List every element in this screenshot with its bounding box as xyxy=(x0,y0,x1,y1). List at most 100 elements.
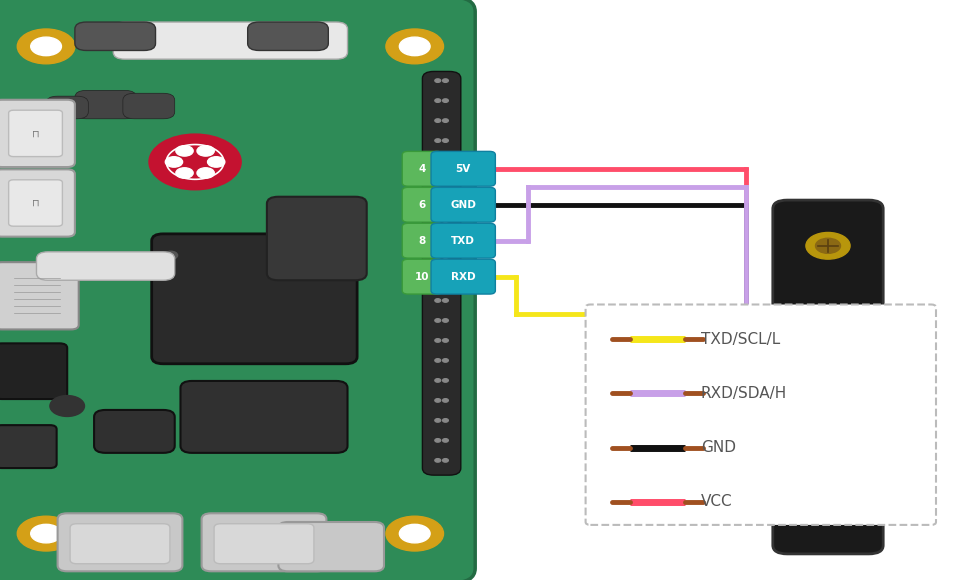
Circle shape xyxy=(164,251,178,259)
FancyBboxPatch shape xyxy=(94,410,175,453)
FancyBboxPatch shape xyxy=(9,110,62,157)
Circle shape xyxy=(443,398,448,402)
Circle shape xyxy=(435,259,441,262)
Circle shape xyxy=(435,99,441,102)
Text: GND: GND xyxy=(701,440,735,455)
FancyBboxPatch shape xyxy=(431,187,495,222)
FancyBboxPatch shape xyxy=(0,100,75,167)
Circle shape xyxy=(165,157,182,167)
Circle shape xyxy=(399,524,430,543)
Circle shape xyxy=(185,156,204,168)
Circle shape xyxy=(443,179,448,182)
Circle shape xyxy=(386,29,444,64)
Text: 6: 6 xyxy=(419,200,426,210)
Circle shape xyxy=(435,379,441,382)
Circle shape xyxy=(443,139,448,142)
Circle shape xyxy=(435,239,441,242)
Circle shape xyxy=(435,358,441,362)
Circle shape xyxy=(443,299,448,302)
FancyBboxPatch shape xyxy=(75,22,156,50)
FancyBboxPatch shape xyxy=(747,367,789,378)
FancyBboxPatch shape xyxy=(747,390,789,400)
Circle shape xyxy=(443,319,448,322)
FancyBboxPatch shape xyxy=(75,90,136,119)
Circle shape xyxy=(17,516,75,551)
FancyBboxPatch shape xyxy=(180,381,348,453)
FancyBboxPatch shape xyxy=(431,259,495,294)
FancyBboxPatch shape xyxy=(152,234,357,364)
Circle shape xyxy=(207,157,225,167)
Text: TXD/SCL/L: TXD/SCL/L xyxy=(701,332,780,347)
Text: 10: 10 xyxy=(415,271,430,282)
FancyBboxPatch shape xyxy=(747,412,789,422)
Circle shape xyxy=(443,219,448,222)
Circle shape xyxy=(443,79,448,82)
Circle shape xyxy=(435,398,441,402)
Circle shape xyxy=(386,516,444,551)
Circle shape xyxy=(435,299,441,302)
Circle shape xyxy=(443,99,448,102)
Circle shape xyxy=(197,146,214,156)
Text: 8: 8 xyxy=(419,235,426,246)
Circle shape xyxy=(31,524,61,543)
FancyBboxPatch shape xyxy=(431,223,495,258)
FancyBboxPatch shape xyxy=(0,0,475,580)
FancyBboxPatch shape xyxy=(422,71,461,475)
Circle shape xyxy=(435,179,441,182)
FancyBboxPatch shape xyxy=(70,524,170,564)
FancyBboxPatch shape xyxy=(46,96,88,119)
Text: VCC: VCC xyxy=(701,494,732,509)
FancyBboxPatch shape xyxy=(0,343,67,399)
FancyBboxPatch shape xyxy=(278,522,384,571)
Text: GND: GND xyxy=(450,200,476,210)
Text: 5V: 5V xyxy=(456,164,470,174)
Circle shape xyxy=(176,168,193,178)
Circle shape xyxy=(399,37,430,56)
Circle shape xyxy=(443,259,448,262)
Text: ⊓: ⊓ xyxy=(32,198,39,208)
Circle shape xyxy=(443,459,448,462)
Circle shape xyxy=(443,239,448,242)
FancyBboxPatch shape xyxy=(402,151,443,186)
Text: TXD: TXD xyxy=(451,235,475,246)
Circle shape xyxy=(435,119,441,122)
Circle shape xyxy=(443,379,448,382)
FancyBboxPatch shape xyxy=(58,513,182,571)
Circle shape xyxy=(805,233,851,259)
FancyBboxPatch shape xyxy=(214,524,314,564)
FancyBboxPatch shape xyxy=(736,332,800,431)
FancyBboxPatch shape xyxy=(9,180,62,226)
Circle shape xyxy=(815,238,840,253)
FancyBboxPatch shape xyxy=(586,304,936,525)
FancyBboxPatch shape xyxy=(202,513,326,571)
Circle shape xyxy=(435,199,441,202)
Circle shape xyxy=(435,419,441,422)
FancyBboxPatch shape xyxy=(0,425,57,468)
Circle shape xyxy=(443,358,448,362)
Circle shape xyxy=(443,159,448,162)
Circle shape xyxy=(435,438,441,442)
Circle shape xyxy=(31,37,61,56)
Circle shape xyxy=(443,119,448,122)
Circle shape xyxy=(815,501,840,516)
Text: 4: 4 xyxy=(419,164,426,174)
FancyBboxPatch shape xyxy=(747,345,789,355)
Circle shape xyxy=(443,199,448,202)
Circle shape xyxy=(805,495,851,521)
Circle shape xyxy=(435,459,441,462)
FancyBboxPatch shape xyxy=(123,93,175,119)
Circle shape xyxy=(197,168,214,178)
Circle shape xyxy=(443,419,448,422)
Circle shape xyxy=(176,146,193,156)
Circle shape xyxy=(435,159,441,162)
Circle shape xyxy=(17,29,75,64)
Circle shape xyxy=(443,339,448,342)
Circle shape xyxy=(50,396,84,416)
Circle shape xyxy=(435,339,441,342)
FancyBboxPatch shape xyxy=(431,151,495,186)
FancyBboxPatch shape xyxy=(248,22,328,50)
Text: RXD/SDA/H: RXD/SDA/H xyxy=(701,386,787,401)
Text: RXD: RXD xyxy=(451,271,475,282)
FancyBboxPatch shape xyxy=(773,200,883,554)
Text: ⊓: ⊓ xyxy=(32,128,39,139)
